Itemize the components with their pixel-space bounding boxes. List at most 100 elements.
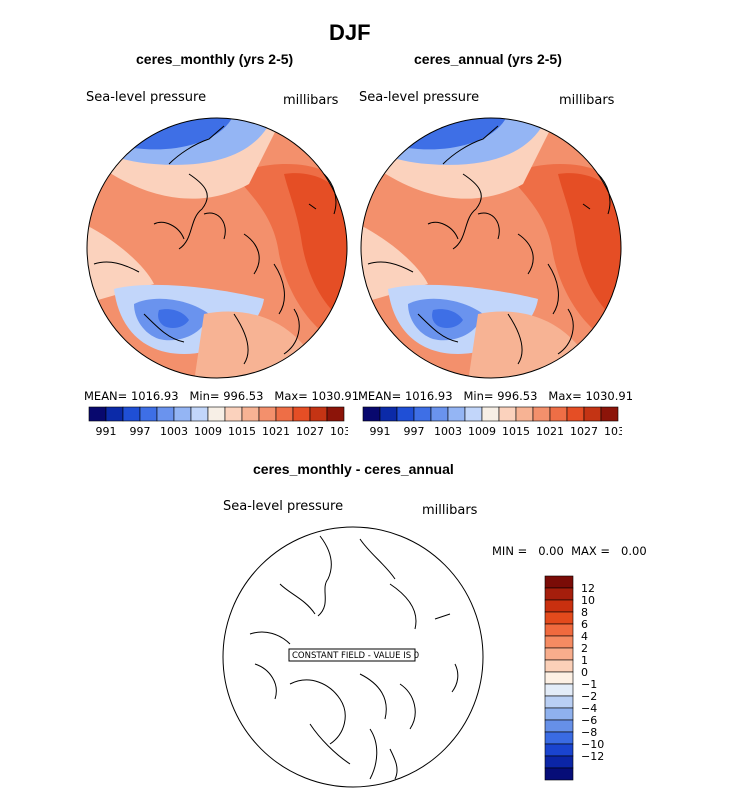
panel2-colorbar-color-box-1 (379, 406, 398, 422)
panel3-colorbar-tick-label-9: −2 (581, 690, 597, 703)
panel3-variable: Sea-level pressure (223, 499, 344, 514)
figure-title: DJF (329, 20, 371, 45)
panel1-colorbar: 991 997 1003 1009 1015 1021 1027 1033 (88, 406, 348, 438)
panel2-colorbar-tick-label-1: 997 (404, 425, 425, 438)
panel2-units: millibars (559, 93, 615, 108)
panel1-colorbar-color-box-0 (88, 406, 107, 422)
panel1-mean-label: MEAN= (84, 389, 128, 403)
panel3-colorbar-tick-label-12: −8 (581, 726, 597, 739)
panel2-colorbar-tick-label-5: 1021 (536, 425, 564, 438)
panel2-mean-value: 1016.93 (404, 389, 453, 403)
panel3-colorbar-tick-label-14: −12 (581, 750, 604, 763)
panel3-colorbar-color-box-9 (544, 683, 574, 697)
panel1-map-border (86, 117, 348, 379)
panel3-colorbar-tick-label-4: 4 (581, 630, 588, 643)
panel2-colorbar-tick-label-6: 1027 (570, 425, 598, 438)
panel1-colorbar-tick-label-1: 997 (130, 425, 151, 438)
panel2-title: ceres_annual (yrs 2-5) (414, 51, 562, 67)
panel1-mean-value: 1016.93 (130, 389, 179, 403)
panel1-colorbar-color-box-3 (139, 406, 158, 422)
panel3-colorbar-tick-label-10: −4 (581, 702, 597, 715)
panel3-units: millibars (422, 503, 478, 518)
panel1-colorbar-color-box-2 (122, 406, 141, 422)
panel1-high-core (284, 173, 347, 324)
panel2-colorbar-color-box-9 (515, 406, 534, 422)
panel2-max-value: 1030.91 (585, 389, 634, 403)
panel1-variable: Sea-level pressure (86, 90, 207, 105)
panel3-colorbar-tick-label-7: 0 (581, 666, 588, 679)
panel2-colorbar-color-box-13 (583, 406, 602, 422)
panel3-max-value: 0.00 (621, 544, 647, 558)
panel3-polar-map: CONSTANT FIELD - VALUE IS 0 (222, 526, 484, 788)
panel1-colorbar-color-box-10 (258, 406, 277, 422)
panel3-colorbar-color-box-11 (544, 707, 574, 721)
panel3-coastlines (249, 535, 459, 780)
panel3-colorbar-tick-label-8: −1 (581, 678, 597, 691)
panel2-high-core (558, 173, 621, 324)
panel3-colorbar-color-box-2 (544, 599, 574, 613)
panel2-colorbar-color-box-11 (549, 406, 568, 422)
panel3-colorbar-color-box-4 (544, 623, 574, 637)
panel1-colorbar-color-box-6 (190, 406, 209, 422)
panel1-colorbar-color-box-14 (326, 406, 345, 422)
panel1-colorbar-tick-label-6: 1027 (296, 425, 324, 438)
panel1-stats: MEAN= 1016.93 Min= 996.53 Max= 1030.91 (84, 389, 359, 403)
panel2-max-label: Max= (548, 389, 582, 403)
panel1-colorbar-tick-label-4: 1015 (228, 425, 256, 438)
panel3-colorbar-color-box-3 (544, 611, 574, 625)
panel3-colorbar-color-box-12 (544, 719, 574, 733)
panel2-colorbar: 991 997 1003 1009 1015 1021 1027 1033 (362, 406, 622, 438)
panel1-colorbar-color-box-8 (224, 406, 243, 422)
panel1-colorbar-tick-label-3: 1009 (194, 425, 222, 438)
panel3-colorbar-tick-label-1: 10 (581, 594, 595, 607)
panel3-colorbar-color-box-1 (544, 587, 574, 601)
panel1-colorbar-color-box-9 (241, 406, 260, 422)
panel1-polar-map (86, 117, 348, 379)
panel2-colorbar-color-box-5 (447, 406, 466, 422)
panel3-title: ceres_monthly - ceres_annual (253, 461, 454, 477)
panel1-coastlines (93, 125, 337, 365)
panel1-min-label: Min= (189, 389, 220, 403)
panel3-annotation: CONSTANT FIELD - VALUE IS 0 (292, 651, 419, 661)
panel1-max-value: 1030.91 (311, 389, 360, 403)
panel2-colorbar-tick-label-3: 1009 (468, 425, 496, 438)
panel3-colorbar-color-box-10 (544, 695, 574, 709)
panel1-colorbar-color-box-5 (173, 406, 192, 422)
panel2-colorbar-color-box-14 (600, 406, 619, 422)
panel1-colorbar-tick-label-0: 991 (96, 425, 117, 438)
panel3-colorbar-tick-label-6: 1 (581, 654, 588, 667)
panel2-colorbar-color-box-0 (362, 406, 381, 422)
panel2-colorbar-color-box-3 (413, 406, 432, 422)
panel2-colorbar-color-box-6 (464, 406, 483, 422)
panel3-stats: MIN = 0.00 MAX = 0.00 (492, 544, 647, 558)
panel1-colorbar-color-box-12 (292, 406, 311, 422)
panel2-colorbar-color-box-4 (430, 406, 449, 422)
panel3-annotation-box (288, 648, 416, 662)
panel1-title: ceres_monthly (yrs 2-5) (136, 51, 294, 67)
panel1-colorbar-color-box-1 (105, 406, 124, 422)
panel3-colorbar-tick-label-11: −6 (581, 714, 597, 727)
panel2-colorbar-color-box-8 (498, 406, 517, 422)
panel2-colorbar-tick-label-4: 1015 (502, 425, 530, 438)
panel3-min-value: 0.00 (538, 544, 564, 558)
panel3-colorbar-tick-label-13: −10 (581, 738, 604, 751)
panel3-colorbar-color-box-14 (544, 743, 574, 757)
panel2-min-value: 996.53 (497, 389, 538, 403)
panel3-colorbar-color-box-13 (544, 731, 574, 745)
panel1-colorbar-tick-label-5: 1021 (262, 425, 290, 438)
panel2-colorbar-tick-label-7: 1033 (604, 425, 622, 438)
panel3-max-label: MAX = (571, 544, 611, 558)
panel1-colorbar-tick-label-2: 1003 (160, 425, 188, 438)
panel2-coastlines (367, 125, 611, 365)
panel1-atlantic-center (158, 309, 189, 328)
panel3-colorbar-color-box-6 (544, 647, 574, 661)
panel2-colorbar-color-box-2 (396, 406, 415, 422)
panel3-colorbar-color-box-7 (544, 659, 574, 673)
panel2-colorbar-color-box-10 (532, 406, 551, 422)
panel1-min-value: 996.53 (223, 389, 264, 403)
panel3-map-border (222, 526, 484, 788)
panel3-colorbar-tick-label-5: 2 (581, 642, 588, 655)
panel2-colorbar-color-box-7 (481, 406, 500, 422)
panel3-colorbar-color-box-8 (544, 671, 574, 685)
